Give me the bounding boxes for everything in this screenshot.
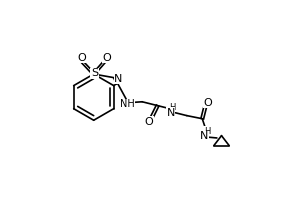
Text: H: H bbox=[204, 127, 210, 136]
Text: O: O bbox=[102, 53, 111, 63]
Text: O: O bbox=[145, 117, 154, 127]
Text: NH: NH bbox=[120, 99, 135, 109]
Text: N: N bbox=[200, 131, 208, 141]
Text: N: N bbox=[167, 108, 175, 118]
Text: H: H bbox=[169, 103, 175, 112]
Text: O: O bbox=[77, 53, 86, 63]
Text: S: S bbox=[91, 68, 98, 78]
Text: N: N bbox=[114, 74, 122, 84]
Text: O: O bbox=[203, 98, 212, 108]
